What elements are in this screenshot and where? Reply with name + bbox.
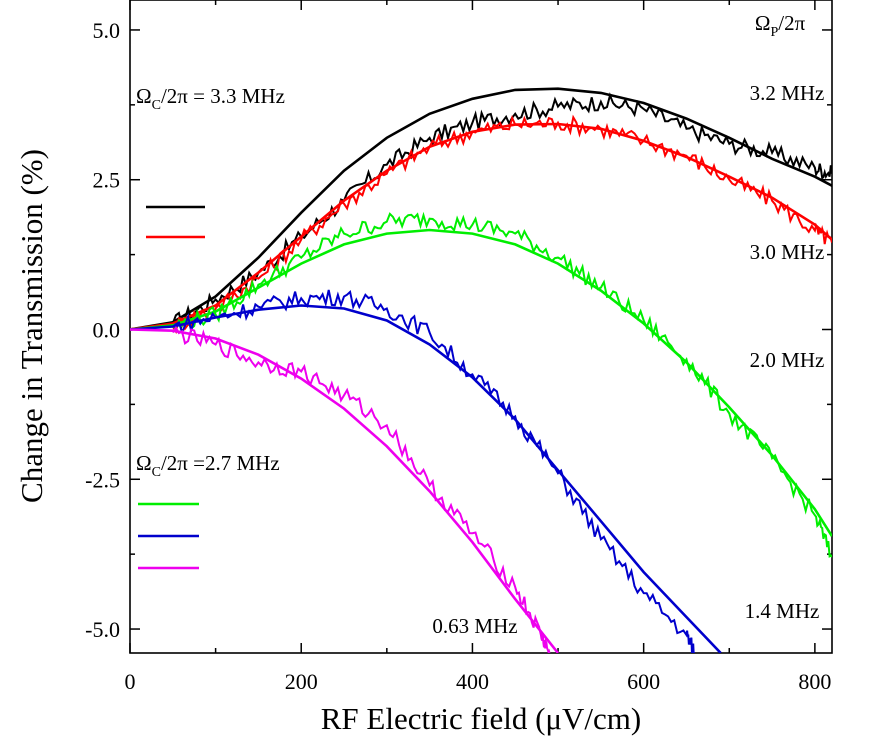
y-tick-label: 0.0 [93, 317, 121, 342]
series-label: 2.0 MHz [750, 348, 825, 372]
series-fit-line [130, 328, 560, 653]
x-tick-label: 0 [125, 669, 136, 694]
axis-ticks [129, 0, 832, 653]
series-measured-line [172, 289, 695, 653]
legend: ΩP/2π ΩC/2π = 3.3 MHz ΩC/2π =2.7 MHz [136, 11, 806, 570]
y-tick-label: -5.0 [85, 617, 120, 642]
series-label: 3.0 MHz [750, 240, 825, 264]
y-tick-label: -2.5 [85, 467, 120, 492]
x-axis-title: RF Electric field (μV/cm) [321, 701, 642, 736]
series-fit-line [130, 304, 722, 653]
x-tick-label: 400 [456, 669, 489, 694]
series-fit-line [130, 228, 832, 537]
series-group [130, 87, 832, 653]
legend-header-sub: P [770, 25, 778, 40]
x-tick-label: 800 [798, 669, 831, 694]
legend-header: ΩP/2π [755, 11, 806, 40]
series-measured-line [172, 211, 832, 558]
series-label: 3.2 MHz [750, 81, 825, 105]
series-fit-line [130, 122, 832, 331]
series-fit-line [130, 87, 832, 331]
series-label: 0.63 MHz [432, 614, 517, 638]
x-tick-label: 600 [627, 669, 660, 694]
series-label: 1.4 MHz [745, 599, 820, 623]
x-tick-label: 200 [285, 669, 318, 694]
group-2-label: ΩC/2π =2.7 MHz [136, 451, 280, 480]
series-layer: 3.2 MHz 3.0 MHz 2.0 MHz 1.4 MHz 0.63 MHz [130, 81, 832, 653]
series-measured-line [171, 325, 551, 653]
plot-frame [129, 0, 833, 654]
group-1-label: ΩC/2π = 3.3 MHz [136, 84, 285, 113]
y-tick-label: 2.5 [93, 168, 121, 193]
y-tick-label: 5.0 [93, 18, 121, 43]
series-measured-line [171, 92, 832, 329]
y-axis-title: Change in Transmission (%) [14, 149, 49, 503]
tick-labels: 0 200 400 600 800 -5.0 -2.5 0.0 2.5 5.0 [85, 18, 831, 694]
